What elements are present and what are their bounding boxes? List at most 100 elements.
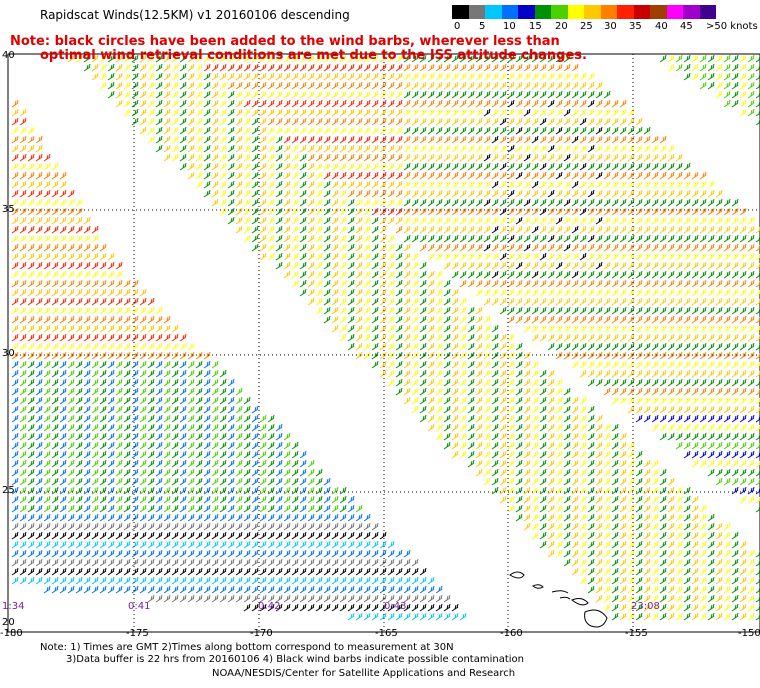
wind-barb [195, 135, 203, 144]
wind-barb [267, 153, 275, 162]
wind-barb [411, 162, 419, 171]
wind-barb [531, 153, 539, 162]
wind-barb [459, 81, 467, 90]
wind-barb [27, 153, 35, 162]
wind-barb [243, 63, 251, 72]
wind-barb [443, 162, 451, 171]
wind-barb [371, 90, 379, 99]
wind-barb [595, 153, 603, 162]
wind-barb [203, 117, 211, 126]
wind-barb [403, 144, 411, 153]
wind-barb [419, 108, 427, 117]
wind-barb [323, 126, 331, 135]
wind-barb [339, 135, 347, 144]
wind-barb [659, 144, 667, 153]
wind-barb [683, 54, 691, 63]
wind-barb [187, 72, 195, 81]
wind-barb [507, 90, 515, 99]
legend-color-swatch [666, 5, 683, 19]
wind-barb [555, 54, 563, 63]
wind-barb [171, 144, 179, 153]
wind-barb [331, 72, 339, 81]
wind-barb [579, 153, 587, 162]
wind-barb [611, 126, 619, 135]
wind-barb [243, 135, 251, 144]
wind-barb [299, 162, 307, 171]
wind-barb [283, 72, 291, 81]
wind-barb [211, 135, 219, 144]
wind-barb [667, 144, 675, 153]
wind-barb [547, 135, 555, 144]
wind-barb [291, 90, 299, 99]
wind-barb [523, 72, 531, 81]
wind-barb [707, 72, 715, 81]
wind-barb [195, 144, 203, 153]
wind-barb [267, 72, 275, 81]
wind-barb [515, 108, 523, 117]
wind-barb [331, 90, 339, 99]
wind-barb [339, 72, 347, 81]
wind-barb [507, 54, 515, 63]
wind-barb [299, 81, 307, 90]
wind-barb [539, 135, 547, 144]
wind-barb [371, 144, 379, 153]
wind-barb [275, 144, 283, 153]
legend-label: 5 [479, 21, 486, 32]
wind-barb [259, 99, 267, 108]
wind-barb [499, 144, 507, 153]
legend-color-swatch [468, 5, 485, 19]
wind-barb [515, 99, 523, 108]
wind-barb [507, 63, 515, 72]
wind-barb [563, 63, 571, 72]
wind-barb [267, 144, 275, 153]
wind-barb [435, 135, 443, 144]
wind-barb [363, 144, 371, 153]
wind-barb [363, 90, 371, 99]
wind-barb [339, 108, 347, 117]
wind-barb [267, 90, 275, 99]
wind-barb [147, 90, 155, 99]
wind-barb [315, 162, 323, 171]
wind-barb [411, 135, 419, 144]
wind-barb [299, 72, 307, 81]
footer-note-2: 3)Data buffer is 22 hrs from 20160106 4)… [66, 654, 524, 665]
wind-barb [211, 54, 219, 63]
wind-barb [227, 108, 235, 117]
lat-label: 20 [2, 617, 15, 628]
wind-barb [275, 108, 283, 117]
wind-barb [275, 54, 283, 63]
wind-barb [203, 162, 211, 171]
wind-barb [123, 90, 131, 99]
wind-barb [203, 126, 211, 135]
wind-barb [499, 81, 507, 90]
wind-barb [203, 54, 211, 63]
wind-barb [35, 162, 43, 171]
wind-barb [411, 54, 419, 63]
wind-barb [403, 90, 411, 99]
wind-barb [443, 144, 451, 153]
wind-barb [307, 126, 315, 135]
wind-barb [515, 81, 523, 90]
wind-barb [19, 162, 27, 171]
wind-barb [147, 99, 155, 108]
wind-barb [347, 144, 355, 153]
wind-barb [307, 90, 315, 99]
wind-barb [363, 117, 371, 126]
wind-barb [475, 117, 483, 126]
wind-barb [355, 81, 363, 90]
wind-barb [267, 54, 275, 63]
wind-barb [179, 117, 187, 126]
wind-barb [291, 108, 299, 117]
wind-barb [611, 99, 619, 108]
wind-barb [459, 162, 467, 171]
lon-label: -180 [0, 628, 23, 639]
wind-barb [403, 117, 411, 126]
wind-barb [587, 126, 595, 135]
wind-barb [259, 90, 267, 99]
wind-barb [371, 126, 379, 135]
wind-barb [579, 135, 587, 144]
wind-barb [451, 99, 459, 108]
legend-color-swatch [485, 5, 502, 19]
wind-barb [243, 144, 251, 153]
wind-barb [467, 81, 475, 90]
